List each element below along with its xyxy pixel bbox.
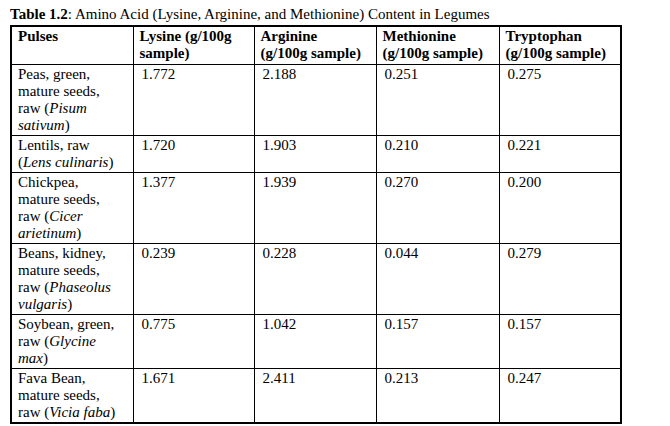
cell-lysine: 0.239	[133, 243, 254, 314]
cell-pulse: Beans, kidney, mature seeds, raw (Phaseo…	[11, 243, 133, 314]
cell-tryptophan: 0.200	[499, 172, 621, 243]
cell-tryptophan: 0.275	[499, 64, 621, 135]
cell-lysine: 1.772	[133, 64, 254, 135]
pulse-name-close: )	[108, 154, 113, 170]
cell-lysine: 1.671	[133, 368, 254, 423]
pulse-name-close: )	[110, 404, 115, 420]
table-row-kidney-beans: Beans, kidney, mature seeds, raw (Phaseo…	[11, 243, 621, 314]
table-row-lentils: Lentils, raw (Lens culinaris) 1.720 1.90…	[11, 135, 621, 172]
cell-arginine: 2.188	[254, 64, 376, 135]
cell-methionine: 0.157	[376, 314, 499, 368]
cell-methionine: 0.213	[376, 368, 499, 423]
table-caption-text: : Amino Acid (Lysine, Arginine, and Meth…	[68, 6, 490, 22]
document-page: Table 1.2: Amino Acid (Lysine, Arginine,…	[0, 0, 670, 426]
cell-tryptophan: 0.157	[499, 314, 621, 368]
table-caption: Table 1.2: Amino Acid (Lysine, Arginine,…	[10, 6, 670, 23]
pulse-name-close: )	[67, 296, 72, 312]
cell-tryptophan: 0.247	[499, 368, 621, 423]
table-row-fava-bean: Fava Bean, mature seeds, raw (Vicia faba…	[11, 368, 621, 423]
pulse-name-close: )	[76, 225, 81, 241]
cell-lysine: 0.775	[133, 314, 254, 368]
cell-pulse: Fava Bean, mature seeds, raw (Vicia faba…	[11, 368, 133, 423]
pulse-name-close: )	[43, 350, 48, 366]
pulse-species-name: Lens culinaris	[23, 154, 108, 170]
cell-arginine: 1.939	[254, 172, 376, 243]
table-row-chickpea: Chickpea, mature seeds, raw (Cicer ariet…	[11, 172, 621, 243]
cell-arginine: 2.411	[254, 368, 376, 423]
cell-lysine: 1.377	[133, 172, 254, 243]
table-row-peas: Peas, green, mature seeds, raw (Pisum sa…	[11, 64, 621, 135]
cell-arginine: 1.042	[254, 314, 376, 368]
cell-methionine: 0.251	[376, 64, 499, 135]
column-header-tryptophan: Tryptophan (g/100g sample)	[499, 26, 621, 64]
column-header-lysine: Lysine (g/100g sample)	[133, 26, 254, 64]
cell-pulse: Lentils, raw (Lens culinaris)	[11, 135, 133, 172]
pulse-name-close: )	[65, 117, 70, 133]
cell-methionine: 0.210	[376, 135, 499, 172]
cell-pulse: Chickpea, mature seeds, raw (Cicer ariet…	[11, 172, 133, 243]
amino-acid-table: Pulses Lysine (g/100g sample) Arginine (…	[10, 25, 622, 424]
pulse-species-name: Vicia faba	[49, 404, 110, 420]
cell-arginine: 1.903	[254, 135, 376, 172]
table-row-soybean: Soybean, green, raw (Glycine max) 0.775 …	[11, 314, 621, 368]
cell-tryptophan: 0.279	[499, 243, 621, 314]
cell-methionine: 0.270	[376, 172, 499, 243]
column-header-methionine: Methionine (g/100g sample)	[376, 26, 499, 64]
cell-arginine: 0.228	[254, 243, 376, 314]
cell-methionine: 0.044	[376, 243, 499, 314]
cell-lysine: 1.720	[133, 135, 254, 172]
cell-pulse: Soybean, green, raw (Glycine max)	[11, 314, 133, 368]
cell-tryptophan: 0.221	[499, 135, 621, 172]
column-header-arginine: Arginine (g/100g sample)	[254, 26, 376, 64]
column-header-pulses: Pulses	[11, 26, 133, 64]
table-header-row: Pulses Lysine (g/100g sample) Arginine (…	[11, 26, 621, 64]
cell-pulse: Peas, green, mature seeds, raw (Pisum sa…	[11, 64, 133, 135]
table-caption-number: Table 1.2	[10, 6, 68, 22]
